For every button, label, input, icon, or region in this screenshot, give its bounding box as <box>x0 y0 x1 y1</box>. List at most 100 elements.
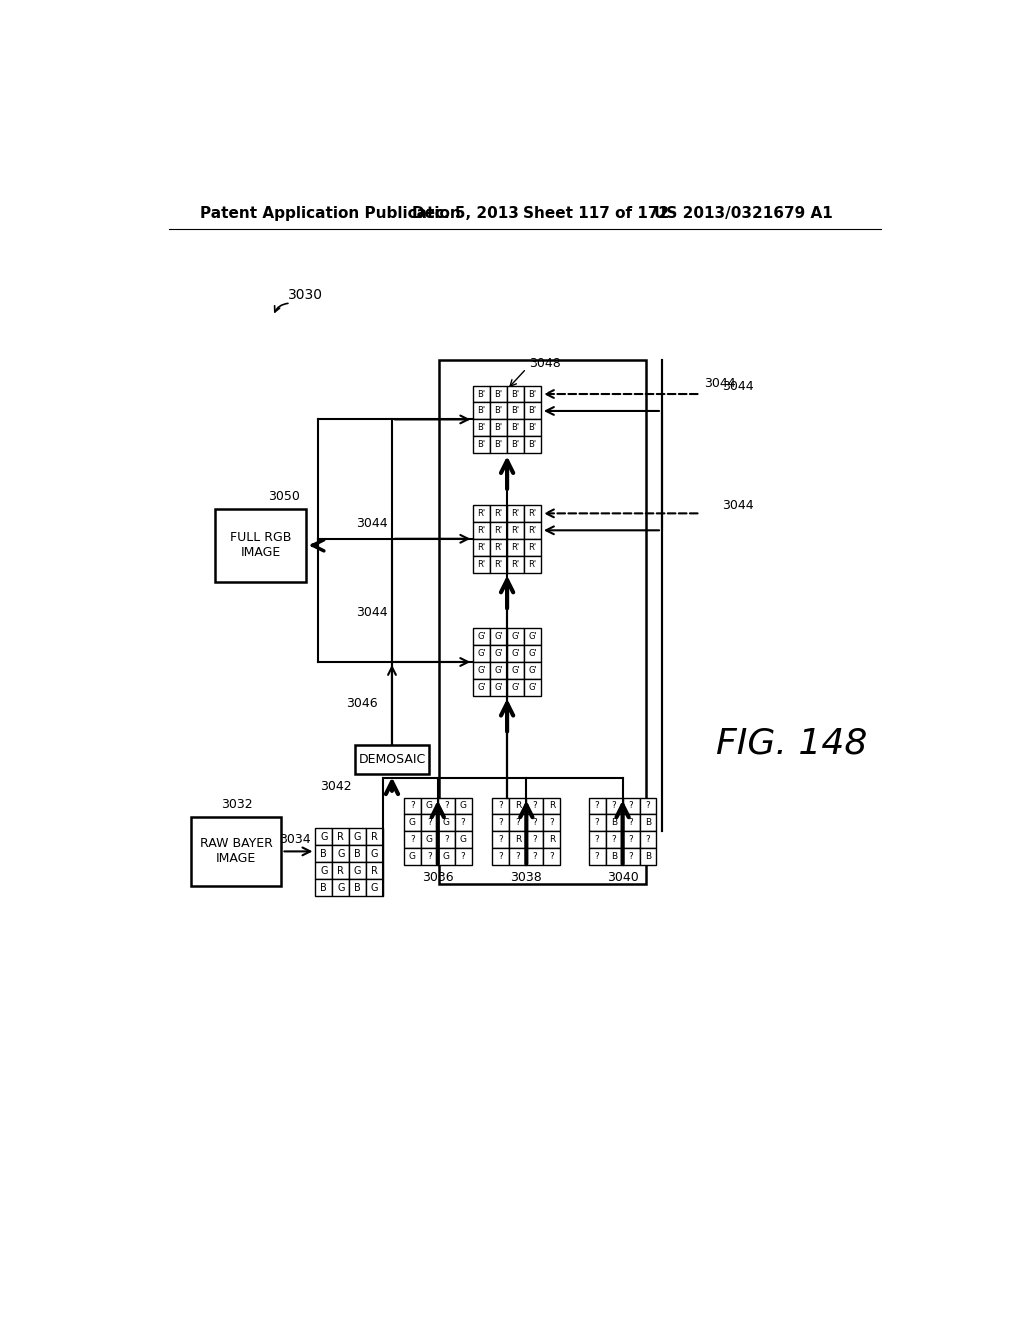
Bar <box>544 797 560 814</box>
Text: 3044: 3044 <box>356 517 388 529</box>
Text: 3048: 3048 <box>528 358 560 371</box>
Bar <box>507 506 524 521</box>
Text: ?: ? <box>532 801 538 810</box>
Text: ?: ? <box>499 853 504 861</box>
Bar <box>490 521 507 539</box>
Bar <box>455 814 472 832</box>
Text: FIG. 148: FIG. 148 <box>716 726 867 760</box>
Bar <box>507 521 524 539</box>
Text: G': G' <box>477 682 486 692</box>
Bar <box>623 814 640 832</box>
Text: ?: ? <box>611 801 616 810</box>
Bar <box>507 663 524 678</box>
Text: ?: ? <box>595 836 600 845</box>
Text: Patent Application Publication: Patent Application Publication <box>200 206 461 222</box>
Text: R': R' <box>528 543 537 552</box>
Bar <box>524 420 541 437</box>
Text: G': G' <box>495 667 503 675</box>
Bar <box>403 797 421 814</box>
Bar <box>421 797 438 814</box>
Text: ?: ? <box>461 818 466 828</box>
Bar <box>473 521 490 539</box>
Text: B': B' <box>495 389 503 399</box>
Text: G: G <box>337 883 344 892</box>
Text: G: G <box>426 801 433 810</box>
Text: ?: ? <box>595 818 600 828</box>
Text: ?: ? <box>515 818 520 828</box>
Bar <box>473 385 490 403</box>
Bar <box>605 849 623 866</box>
Text: B': B' <box>528 407 537 416</box>
Text: B': B' <box>512 389 519 399</box>
Bar <box>509 797 526 814</box>
Text: ?: ? <box>499 801 504 810</box>
Text: ?: ? <box>629 801 634 810</box>
Text: G: G <box>460 801 467 810</box>
Bar <box>493 832 509 849</box>
Text: R': R' <box>495 525 503 535</box>
Bar <box>623 849 640 866</box>
Bar <box>507 437 524 453</box>
Text: B: B <box>611 853 617 861</box>
Text: G: G <box>426 836 433 845</box>
Bar <box>315 862 333 879</box>
Text: R': R' <box>512 560 519 569</box>
Text: G: G <box>371 849 379 859</box>
Text: FULL RGB
IMAGE: FULL RGB IMAGE <box>230 532 292 560</box>
Bar <box>333 845 349 862</box>
Text: G: G <box>321 832 328 842</box>
Bar <box>455 797 472 814</box>
Text: R': R' <box>477 510 485 517</box>
Bar <box>421 832 438 849</box>
Bar <box>367 879 383 896</box>
Text: R': R' <box>512 525 519 535</box>
Text: B': B' <box>477 389 485 399</box>
Bar <box>526 814 544 832</box>
Text: ?: ? <box>499 836 504 845</box>
Text: RAW BAYER
IMAGE: RAW BAYER IMAGE <box>200 837 272 866</box>
Text: 3044: 3044 <box>356 606 388 619</box>
Text: G': G' <box>511 667 520 675</box>
Bar <box>490 628 507 645</box>
Text: G': G' <box>477 632 486 642</box>
Bar <box>507 556 524 573</box>
Text: 3044: 3044 <box>722 380 754 393</box>
Bar <box>403 832 421 849</box>
Bar <box>367 845 383 862</box>
Text: Sheet 117 of 172: Sheet 117 of 172 <box>523 206 670 222</box>
Text: R: R <box>337 866 344 875</box>
Bar <box>605 797 623 814</box>
Bar <box>507 403 524 420</box>
Text: B': B' <box>477 407 485 416</box>
Bar <box>315 829 333 845</box>
Bar <box>589 814 605 832</box>
Text: G': G' <box>511 649 520 657</box>
Text: R': R' <box>512 510 519 517</box>
Text: 3044: 3044 <box>705 376 736 389</box>
Text: B': B' <box>477 424 485 433</box>
Text: Dec. 5, 2013: Dec. 5, 2013 <box>412 206 518 222</box>
Text: ?: ? <box>595 801 600 810</box>
Text: ?: ? <box>410 801 415 810</box>
Bar <box>526 849 544 866</box>
Text: G: G <box>371 883 379 892</box>
Text: ?: ? <box>443 801 449 810</box>
Bar <box>544 849 560 866</box>
Text: R: R <box>337 832 344 842</box>
Bar <box>509 849 526 866</box>
Bar <box>473 403 490 420</box>
Bar <box>490 556 507 573</box>
Bar <box>421 849 438 866</box>
Bar <box>507 539 524 556</box>
Text: US 2013/0321679 A1: US 2013/0321679 A1 <box>654 206 833 222</box>
Text: R: R <box>372 832 378 842</box>
Text: B': B' <box>528 389 537 399</box>
Text: G': G' <box>477 649 486 657</box>
Bar <box>509 832 526 849</box>
Text: ?: ? <box>532 836 538 845</box>
Text: ?: ? <box>410 836 415 845</box>
Bar <box>473 506 490 521</box>
Bar <box>605 814 623 832</box>
Text: B': B' <box>528 441 537 449</box>
Bar <box>640 849 656 866</box>
